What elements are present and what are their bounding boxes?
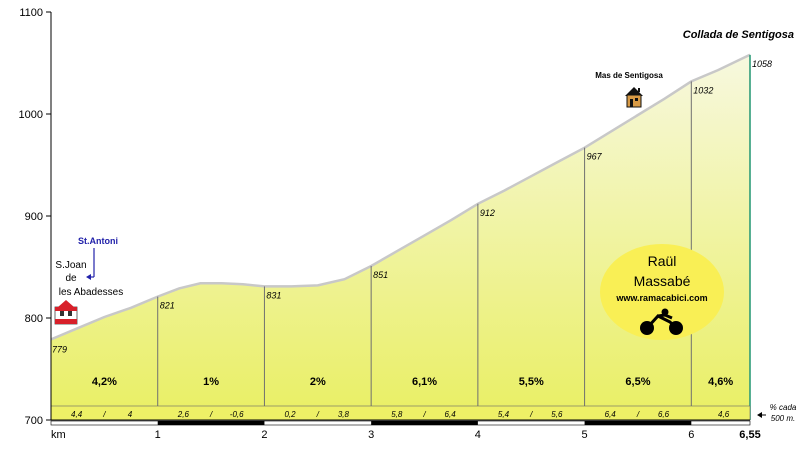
sub-grade-separator: / [636,410,640,419]
x-tick-label: 4 [475,429,481,441]
credit-name-line2: Massabé [634,273,691,289]
start-place-line3: les Abadesses [59,287,124,298]
x-tick-label: 6,55 [739,429,760,441]
y-tick-label: 700 [25,415,43,427]
elevation-label: 851 [373,270,388,280]
segment-grade-label: 6,5% [625,376,650,388]
house-icon [625,87,643,108]
elevation-label: 779 [52,344,67,354]
elevation-label: 1032 [693,85,713,95]
elevation-label: 967 [587,152,603,162]
sub-grade-label: -0,6 [230,410,244,419]
segment-grade-label: 5,5% [519,376,544,388]
sub-grade-label: 6,6 [658,410,670,419]
strip-note-line1: % cada [770,403,797,412]
chart-title: Collada de Sentigosa [683,29,794,41]
sub-grade-separator: / [102,410,106,419]
strip-note-arrow [757,412,762,418]
sub-grade-label: 4,4 [71,410,83,419]
credit-badge: Raül Massabé www.ramacabici.com [600,244,724,340]
sub-grade-label: 6,4 [445,410,457,419]
sub-grade-label: 0,2 [284,410,296,419]
sub-grade-label: 4 [128,410,133,419]
start-place-line2: de [65,273,77,284]
km-ruler-block [157,421,265,425]
elevation-label: 821 [160,301,175,311]
x-tick-label: 3 [368,429,374,441]
sub-grade-label: 3,8 [338,410,350,419]
elevation-label: 831 [266,290,281,300]
profile-area [51,54,750,421]
km-ruler-block [371,421,478,425]
profile-line [50,53,751,341]
start-link-arrow [86,274,91,280]
x-tick-label: 6 [688,429,694,441]
elevation-label: 1058 [752,59,772,69]
elevation-label: 912 [480,208,495,218]
town-marker-icon [54,300,78,325]
x-tick-label: 2 [261,429,267,441]
sub-grade-separator: / [422,410,426,419]
y-tick-label: 1000 [19,109,43,121]
waypoint-label: Mas de Sentigosa [595,71,663,80]
start-place-line1: S.Joan [55,260,86,271]
sub-grade-separator: / [529,410,533,419]
sub-grade-label: 6,4 [605,410,617,419]
segment-grade-label: 1% [203,376,219,388]
credit-name-line1: Raül [648,253,677,269]
sub-grade-separator: / [316,410,320,419]
x-axis-label: km [51,429,66,441]
y-tick-label: 900 [25,211,43,223]
sub-grade-label: 5,8 [391,410,403,419]
km-ruler-block [584,421,692,425]
sub-grade-label: 2,6 [177,410,190,419]
y-tick-label: 800 [25,313,43,325]
sub-grade-label: 5,6 [551,410,563,419]
segment-grade-label: 4,2% [92,376,117,388]
sub-grade-label: 4,6 [718,410,730,419]
segment-grade-label: 4,6% [708,376,733,388]
sub-grade-label: 5,4 [498,410,510,419]
x-tick-label: 1 [155,429,161,441]
credit-url[interactable]: www.ramacabici.com [615,293,707,303]
segment-grade-label: 2% [310,376,326,388]
x-tick-label: 5 [582,429,588,441]
start-link-label[interactable]: St.Antoni [78,236,118,246]
cyclist-icon [640,308,683,335]
segment-grade-label: 6,1% [412,376,437,388]
sub-grade-separator: / [209,410,213,419]
strip-note-line2: 500 m. [771,414,795,423]
y-tick-label: 1100 [19,7,43,19]
